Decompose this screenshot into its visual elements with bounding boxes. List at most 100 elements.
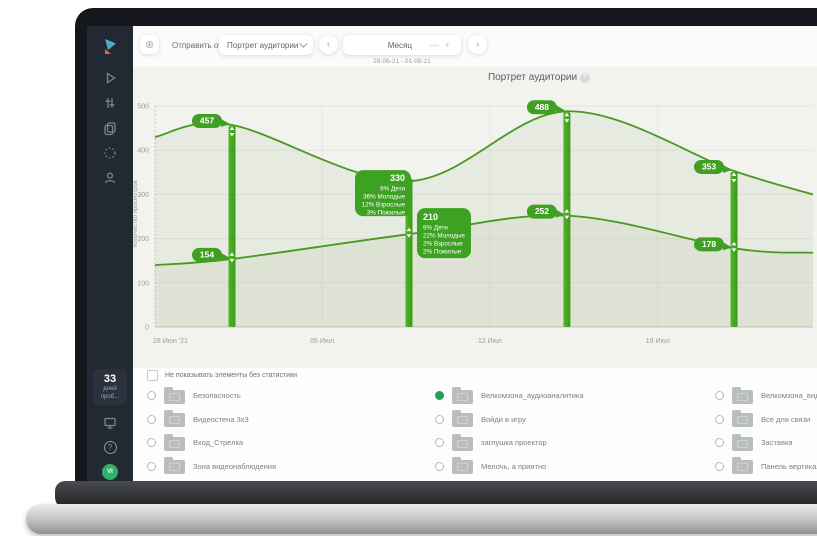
x-tick-label: 28 Июн '21 <box>153 338 188 345</box>
trial-caption-2: проб... <box>100 394 120 400</box>
send-report-button[interactable]: Отправить отчёт <box>166 40 240 51</box>
marker-pill[interactable] <box>191 114 222 129</box>
radio-button[interactable] <box>147 414 156 424</box>
marker-pill[interactable] <box>526 204 557 219</box>
folder-icon <box>732 386 753 404</box>
filter-item[interactable]: Видеостена 3x3 <box>135 408 419 432</box>
bar-arrow-up-icon <box>229 126 235 131</box>
sidebar-nav <box>102 70 118 186</box>
folder-icon <box>164 433 185 451</box>
audience-chart: 0 100 200 300 400 500 28 Июн '21 05 Июл 12 Июл 19… <box>137 100 814 345</box>
tooltip-line: 3% Пожилые <box>367 210 406 217</box>
hide-no-stats-row[interactable]: Не показывать элементы без статистики <box>147 370 297 381</box>
folder-icon <box>164 457 185 475</box>
x-tick-label: 12 Июл <box>478 338 502 345</box>
marker-pill[interactable] <box>191 247 222 262</box>
period-selector[interactable]: Месяц — + <box>343 35 461 55</box>
tooltip-line: 9% Дети <box>423 225 448 232</box>
report-type-value: Портрет аудитории <box>227 40 299 50</box>
download-icon <box>146 41 153 48</box>
filter-item-label: Безопасность <box>193 391 241 401</box>
radio-button[interactable] <box>147 438 156 448</box>
chart-bar[interactable] <box>563 112 571 327</box>
radio-button[interactable] <box>715 461 724 471</box>
chart-help-icon[interactable]: ? <box>580 73 591 83</box>
marker-pill-value: 488 <box>535 102 549 112</box>
prev-period-button[interactable]: ‹ <box>319 35 338 54</box>
app-logo[interactable] <box>99 36 121 58</box>
report-type-select[interactable]: Портрет аудитории <box>219 35 313 55</box>
radio-button[interactable] <box>715 391 724 401</box>
marker-tooltip[interactable] <box>416 208 471 259</box>
filter-item[interactable]: Панель вертикальная внутр <box>703 455 817 479</box>
marker-pill[interactable] <box>694 237 725 252</box>
radio-button[interactable] <box>435 391 444 401</box>
tooltip-line: 12% Взрослые <box>362 202 406 209</box>
monitor-icon[interactable] <box>102 415 118 431</box>
zoom-out-button[interactable]: — <box>427 40 442 50</box>
filter-column-2: Велкомзона_аудиоаналитика Войди в игру заг… <box>423 384 707 486</box>
pages-icon[interactable] <box>102 120 118 136</box>
filter-item[interactable]: Войди в игру <box>423 408 707 432</box>
filter-item-label: заглушка проектор <box>481 438 547 448</box>
radio-button[interactable] <box>147 391 156 401</box>
filter-item[interactable]: Велкомзона_аудиоаналитика <box>423 384 707 408</box>
sidebar-bottom: 33 дней проб... ? VI <box>93 369 127 486</box>
bar-arrow-up-icon <box>406 227 412 232</box>
filter-item-label: Войди в игру <box>481 414 526 424</box>
bar-arrow-down-icon <box>731 178 737 183</box>
hide-no-stats-checkbox[interactable] <box>147 370 158 381</box>
tooltip-line: 8% Дети <box>380 186 405 193</box>
sidebar: 33 дней проб... ? VI <box>87 26 133 486</box>
radio-button[interactable] <box>435 461 444 471</box>
radio-button[interactable] <box>435 414 444 424</box>
filter-item[interactable]: Мелочь, а приятно <box>423 455 707 479</box>
date-range-label: 28-06-21 - 01-08-21 <box>373 58 431 65</box>
play-icon[interactable] <box>102 70 118 86</box>
marker-pill-tail <box>723 164 733 173</box>
marker-pill[interactable] <box>694 159 725 174</box>
marker-pill[interactable] <box>526 100 557 115</box>
filter-item[interactable]: Безопасность <box>135 384 419 408</box>
marker-pill-tail <box>220 119 230 128</box>
marker-tooltip[interactable] <box>354 170 411 217</box>
settings-icon[interactable] <box>102 145 118 161</box>
bar-arrow-down-icon <box>229 133 235 137</box>
filter-item[interactable]: Вход_Стрелка <box>135 431 419 455</box>
filter-item[interactable]: Все для связи <box>703 408 817 432</box>
y-tick-label: 300 <box>137 192 149 199</box>
radio-button[interactable] <box>147 461 156 471</box>
hide-no-stats-label: Не показывать элементы без статистики <box>165 372 298 379</box>
series-area <box>155 215 813 327</box>
user-icon[interactable] <box>102 170 118 186</box>
marker-pill-tail <box>723 242 733 251</box>
radio-button[interactable] <box>715 414 724 424</box>
filter-item-label: Все для связи <box>761 414 811 424</box>
tooltip-line: 36% Молодые <box>363 194 405 201</box>
period-value: Месяц <box>387 40 412 50</box>
marker-pill-value: 252 <box>535 206 549 216</box>
next-period-button[interactable]: › <box>468 35 487 54</box>
tooltip-value: 210 <box>423 212 438 222</box>
bar-arrow-up-icon <box>229 252 235 256</box>
avatar[interactable]: VI <box>102 464 118 480</box>
help-icon[interactable]: ? <box>103 441 117 454</box>
chart-bar[interactable] <box>405 182 413 327</box>
folder-icon <box>452 457 473 475</box>
logo-icon <box>105 39 116 54</box>
download-report-button[interactable] <box>140 35 159 54</box>
stats-icon[interactable] <box>102 95 118 111</box>
radio-button[interactable] <box>435 438 444 448</box>
chart-bar[interactable] <box>228 126 236 327</box>
filter-item[interactable]: заглушка проектор <box>423 431 707 455</box>
filter-item[interactable]: Заставка <box>703 431 817 455</box>
series-line <box>154 110 814 196</box>
zoom-in-button[interactable]: + <box>442 40 453 50</box>
marker-pill-tail <box>555 105 565 114</box>
bar-arrow-up-icon <box>731 241 737 246</box>
filter-item[interactable]: Велкомзона_видеоаналитика <box>703 384 817 408</box>
marker-pill-value: 457 <box>200 116 214 126</box>
radio-button[interactable] <box>715 438 724 448</box>
filter-item[interactable]: Зона видеонаблюдения <box>135 455 419 479</box>
trial-badge[interactable]: 33 дней проб... <box>93 369 127 405</box>
